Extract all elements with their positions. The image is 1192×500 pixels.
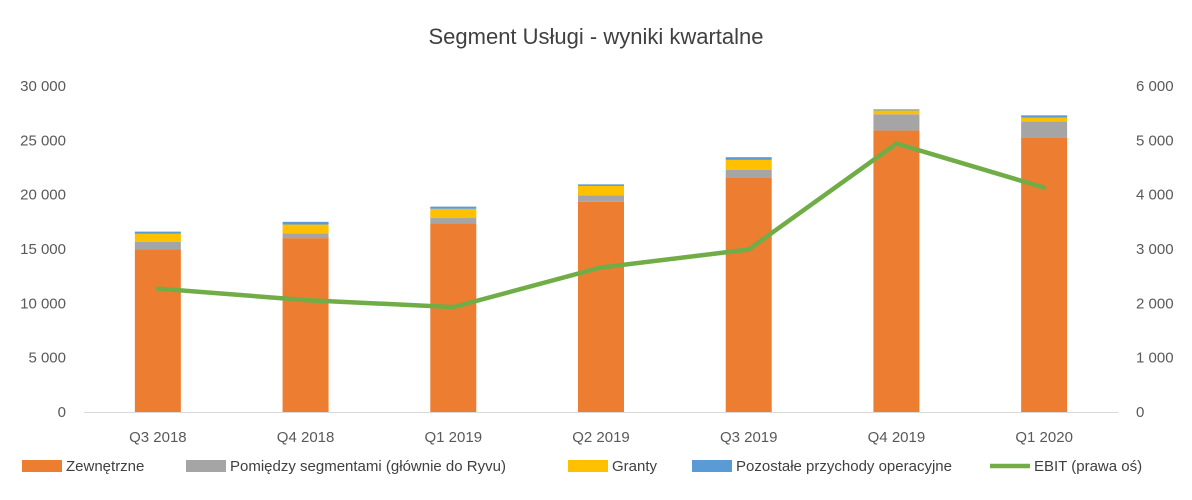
legend-swatch: [692, 460, 732, 472]
y-right-tick-label: 5 000: [1136, 132, 1174, 149]
y-left-tick-label: 20 000: [20, 187, 66, 204]
ebit-point-5: [746, 247, 751, 252]
y-right-tick-label: 6 000: [1136, 78, 1174, 95]
bar-2-1: [134, 241, 181, 250]
x-tick-label: Q1 2019: [425, 429, 483, 446]
ebit-point-7: [1042, 185, 1047, 190]
x-tick-label: Q3 2019: [720, 429, 778, 446]
y-left-tick-label: 25 000: [20, 132, 66, 149]
ebit-point-2: [303, 298, 308, 303]
legend-label: Granty: [612, 458, 658, 475]
bar-4-3: [430, 206, 477, 209]
y-left-tick-label: 10 000: [20, 295, 66, 312]
y-right-tick-label: 0: [1136, 404, 1144, 421]
bar-1-4: [578, 201, 624, 412]
legend: Zewnętrzne Pomiędzy segmentami (głównie d…: [22, 458, 1142, 475]
bar-3-2: [282, 224, 329, 234]
bar-4-5: [725, 157, 772, 160]
bar-1-5: [725, 177, 772, 412]
bar-4-4: [578, 184, 624, 186]
bar-3-5: [725, 159, 772, 170]
bar-2-7: [1021, 121, 1068, 138]
bar-3-6: [873, 110, 920, 115]
y-right-tick-label: 1 000: [1136, 350, 1174, 367]
bar-1-3: [430, 224, 477, 412]
bar-1-1: [134, 249, 181, 412]
ebit-point-1: [155, 286, 160, 291]
legend-swatch: [568, 460, 608, 472]
bar-2-5: [725, 169, 772, 178]
bar-1-2: [282, 238, 329, 412]
bar-3-7: [1021, 117, 1068, 122]
y-left-tick-label: 15 000: [20, 241, 66, 258]
legend-label: EBIT (prawa oś): [1034, 458, 1142, 475]
chart-title: Segment Usługi - wyniki kwartalne: [428, 24, 763, 49]
y-left-tick-label: 30 000: [20, 78, 66, 95]
x-tick-label: Q3 2018: [129, 429, 187, 446]
legend-swatch: [186, 460, 226, 472]
ebit-point-6: [894, 141, 899, 146]
x-tick-label: Q2 2019: [572, 429, 630, 446]
bar-1-6: [873, 130, 920, 412]
bar-3-1: [134, 233, 181, 242]
bar-3-3: [430, 208, 477, 219]
y-right-tick-label: 2 000: [1136, 295, 1174, 312]
ebit-point-4: [599, 265, 603, 270]
bar-4-2: [282, 221, 329, 225]
bar-4-7: [1021, 115, 1068, 118]
x-tick-label: Q4 2018: [277, 429, 335, 446]
bar-3-4: [578, 185, 624, 196]
bars-group: [134, 109, 1068, 412]
bar-2-2: [282, 233, 329, 239]
legend-label: Zewnętrzne: [66, 458, 144, 475]
y-right-tick-label: 4 000: [1136, 187, 1174, 204]
bar-4-6: [873, 109, 920, 111]
bar-2-4: [578, 195, 624, 202]
y-left-tick-label: 0: [58, 404, 66, 421]
y-left-tick-label: 5 000: [28, 350, 66, 367]
axes-group: Q3 2018 Q4 2018 Q1 2019 Q2 2019 Q3 2019 Q4 20…: [20, 78, 1173, 446]
bar-2-3: [430, 218, 477, 225]
x-tick-label: Q1 2020: [1015, 429, 1073, 446]
legend-label: Pomiędzy segmentami (głównie do Ryvu): [230, 458, 506, 475]
ebit-point-3: [451, 305, 456, 310]
legend-swatch: [22, 460, 62, 472]
line-group: [155, 141, 1047, 310]
bar-4-1: [134, 231, 181, 234]
y-right-tick-label: 3 000: [1136, 241, 1174, 258]
bar-1-7: [1021, 137, 1068, 412]
legend-label: Pozostałe przychody operacyjne: [736, 458, 952, 475]
bar-2-6: [873, 114, 920, 131]
x-tick-label: Q4 2019: [868, 429, 926, 446]
